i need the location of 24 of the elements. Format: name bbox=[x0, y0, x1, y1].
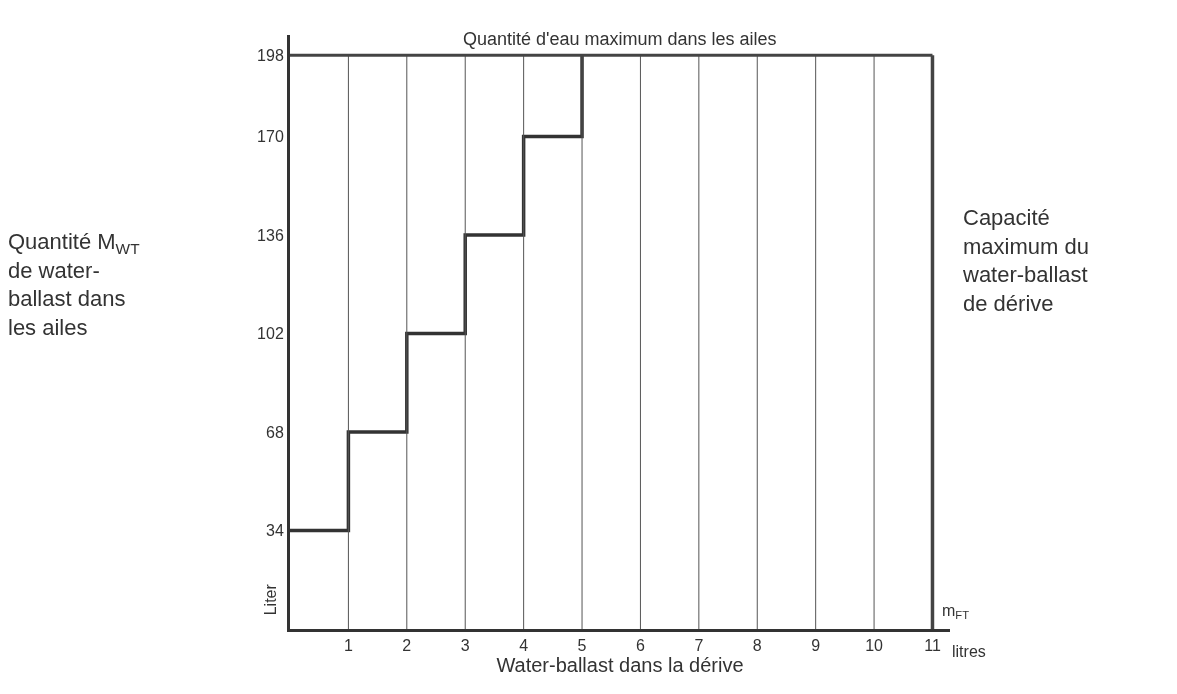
x-tick-label: 9 bbox=[811, 637, 821, 655]
x-tick-label: 4 bbox=[519, 637, 529, 655]
y-tick-label: 136 bbox=[257, 226, 284, 244]
x-tick-label: 11 bbox=[924, 637, 941, 655]
x-axis-title: Water-ballast dans la dérive bbox=[496, 654, 744, 677]
x-tick-label: 5 bbox=[577, 637, 587, 655]
annotation: m$_{FT}$ bbox=[942, 602, 970, 622]
y-tick-label: 198 bbox=[257, 46, 284, 64]
x-tick-label: 1 bbox=[343, 637, 353, 655]
text: Liter bbox=[262, 583, 280, 616]
x-tick-label: 3 bbox=[460, 637, 470, 655]
x-tick-label: 10 bbox=[865, 637, 884, 655]
x-tick-label: 2 bbox=[402, 637, 412, 655]
ref-line-label: Quantité d'eau maximum dans les ailes bbox=[463, 29, 777, 49]
text: litres bbox=[952, 643, 986, 660]
x-tick-label: 8 bbox=[752, 637, 762, 655]
text: Quantité M$_{WT}$ de water- ballast dans les ailes bbox=[8, 229, 141, 340]
y-tick-label: 34 bbox=[266, 522, 284, 540]
ref-line-label: Capacité maximum du water-ballast de dérive bbox=[962, 205, 1089, 316]
x-tick-label: 6 bbox=[635, 637, 645, 655]
y-tick-label: 170 bbox=[257, 128, 284, 146]
y-tick-label: 102 bbox=[257, 325, 284, 343]
y-tick-label: 68 bbox=[266, 423, 284, 441]
x-tick-label: 7 bbox=[694, 637, 704, 655]
